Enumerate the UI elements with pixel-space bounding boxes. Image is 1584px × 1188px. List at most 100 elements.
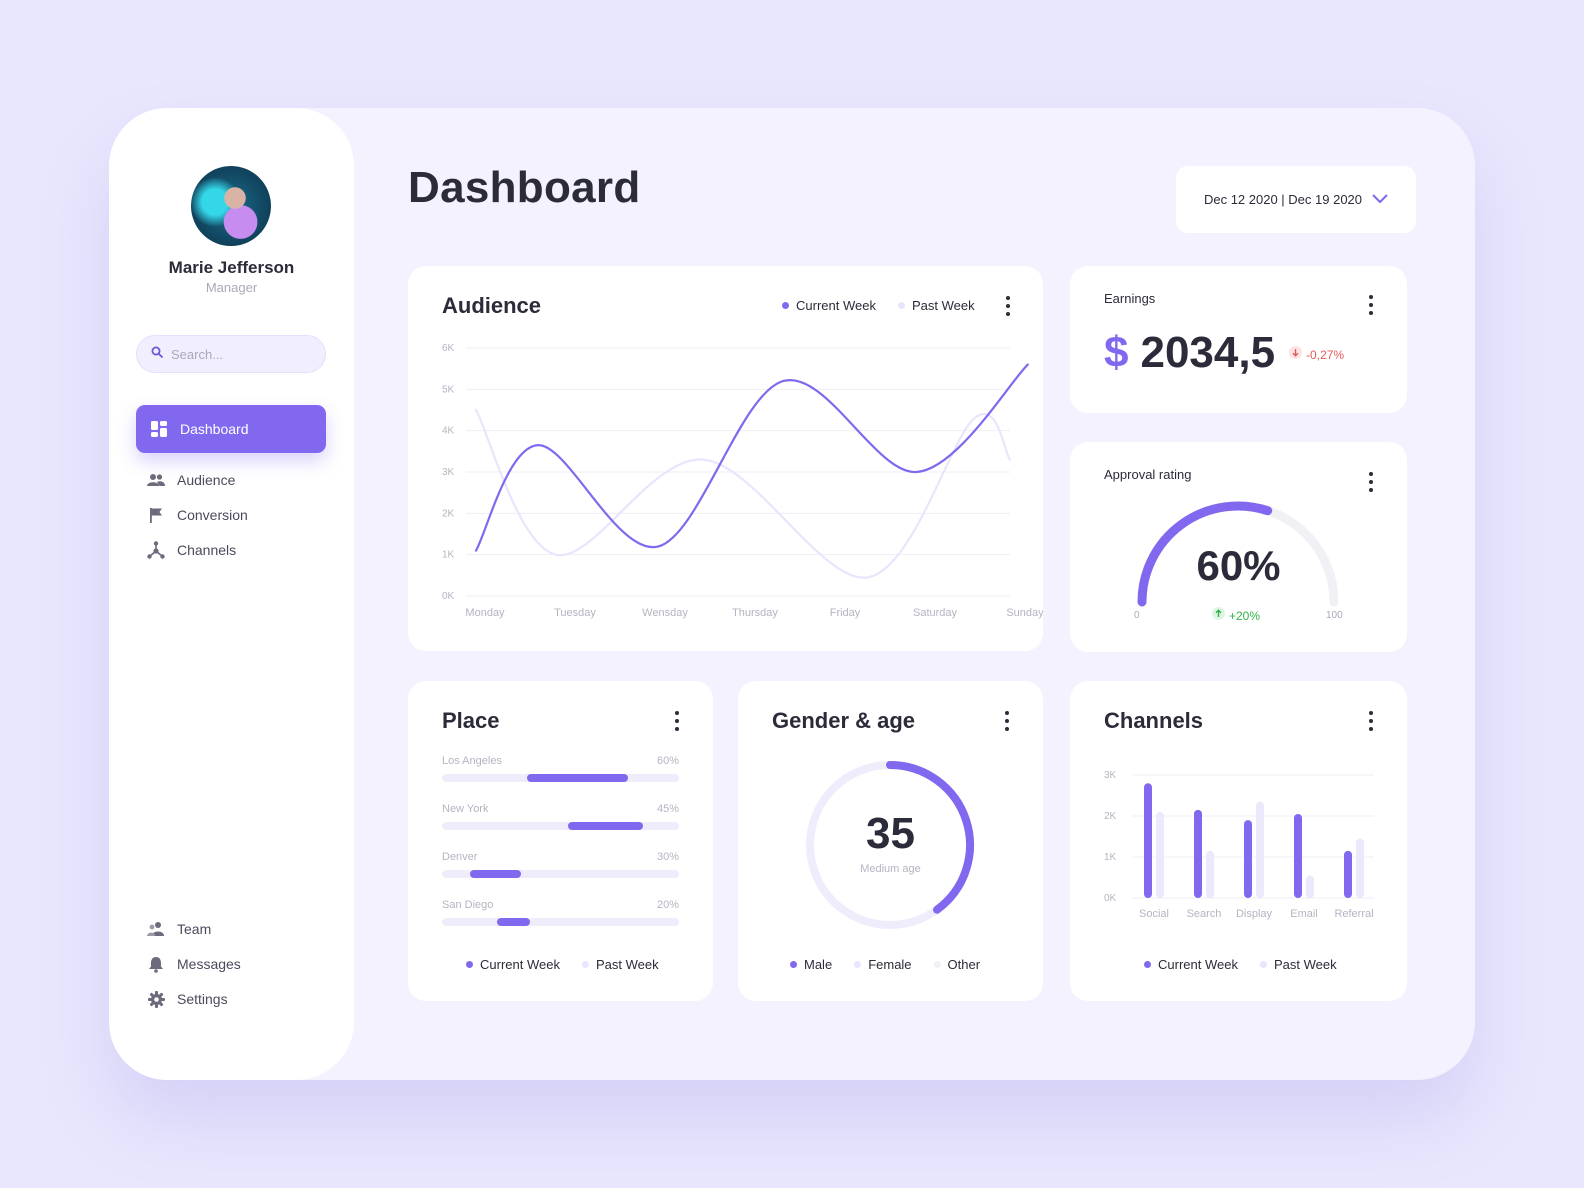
network-icon: [147, 541, 165, 559]
place-bar: [527, 774, 628, 782]
sidebar: Marie Jefferson Manager Dashboard Audien…: [109, 108, 354, 1080]
channel-bar-search: [1206, 850, 1214, 898]
place-percent: 20%: [656, 899, 679, 911]
series-line-past-week: [474, 408, 1012, 579]
x-tick-label: Social: [1139, 908, 1169, 920]
y-tick-label: 1K: [442, 550, 455, 561]
currency-symbol: $: [1104, 328, 1129, 377]
y-tick-label: 0K: [1104, 893, 1117, 904]
legend-label: Female: [868, 957, 912, 972]
legend-other: Other: [933, 957, 981, 972]
arrow-down-icon: [1289, 346, 1303, 364]
x-tick-label: Thursday: [732, 607, 778, 619]
sidebar-item-conversion[interactable]: Conversion: [147, 503, 248, 527]
place-track: [442, 822, 679, 830]
y-tick-label: 2K: [1104, 811, 1117, 822]
date-range-picker[interactable]: Dec 12 2020 | Dec 19 2020: [1176, 166, 1416, 233]
earnings-change: -0,27%: [1306, 348, 1345, 362]
audience-legend: Current Week Past Week: [782, 298, 975, 313]
legend-current-week: Current Week: [466, 957, 560, 972]
series-line-current-week: [474, 363, 1029, 552]
team-icon: [147, 920, 165, 938]
gauge-min-label: 0: [1134, 610, 1140, 621]
sidebar-item-label: Channels: [177, 542, 237, 558]
channels-card: Channels 0K 1K 2K 3K Social Search Display Emai…: [1070, 681, 1407, 1001]
legend-dot: [782, 302, 789, 309]
sidebar-item-label: Settings: [177, 991, 228, 1007]
channels-legend: Current Week Past Week: [1144, 957, 1337, 972]
legend-dot: [897, 302, 905, 309]
channel-bar-search: [1194, 809, 1202, 898]
place-more-menu-icon[interactable]: [674, 711, 680, 731]
x-tick-label: Email: [1290, 908, 1318, 920]
age-caption: Medium age: [860, 863, 921, 875]
approval-change: +20%: [1229, 609, 1261, 623]
x-tick-label: Search: [1187, 908, 1222, 920]
sidebar-item-audience[interactable]: Audience: [147, 468, 235, 492]
earnings-value-row: $ 2034,5 -0,27%: [1104, 328, 1344, 378]
gauge-max-label: 100: [1326, 610, 1343, 621]
sidebar-item-messages[interactable]: Messages: [147, 952, 241, 976]
x-tick-label: Sunday: [1006, 607, 1043, 619]
earnings-more-menu-icon[interactable]: [1368, 295, 1374, 315]
place-label: San Diego: [442, 899, 494, 911]
legend-label: Other: [947, 957, 981, 972]
y-tick-label: 1K: [1104, 852, 1117, 863]
legend-current-week: Current Week: [1144, 957, 1238, 972]
legend-label: Past Week: [911, 298, 975, 313]
place-bar: [567, 822, 644, 830]
x-tick-label: Friday: [830, 607, 861, 619]
place-label: Denver: [442, 851, 478, 863]
date-range-text: Dec 12 2020 | Dec 19 2020: [1203, 192, 1363, 207]
x-tick-label: Saturday: [913, 607, 958, 619]
y-tick-label: 0K: [442, 591, 455, 602]
approval-more-menu-icon[interactable]: [1368, 472, 1374, 492]
approval-value: 60%: [1196, 542, 1281, 589]
x-tick-label: Display: [1236, 908, 1273, 920]
gender-legend: Male Female Other: [790, 957, 980, 972]
search-input[interactable]: [171, 346, 311, 362]
gender-age-card: Gender & age 35 Medium age Male Female O…: [738, 681, 1043, 1001]
legend-label: Past Week: [595, 957, 659, 972]
y-tick-label: 6K: [442, 343, 455, 354]
gender-age-title: Gender & age: [772, 708, 916, 733]
place-label: New York: [442, 803, 489, 815]
legend-label: Past Week: [1273, 957, 1337, 972]
channel-bar-referral: [1344, 850, 1352, 898]
approval-title: Approval rating: [1104, 467, 1192, 482]
flag-icon: [147, 506, 165, 524]
gender-age-more-menu-icon[interactable]: [1004, 711, 1010, 731]
sidebar-item-dashboard[interactable]: Dashboard: [136, 405, 326, 453]
avatar[interactable]: [191, 166, 271, 246]
earnings-change-badge: -0,27%: [1289, 346, 1344, 364]
x-tick-label: Monday: [465, 607, 505, 619]
place-track: [442, 774, 679, 782]
x-tick-label: Referral: [1334, 908, 1373, 920]
sidebar-item-settings[interactable]: Settings: [147, 987, 228, 1011]
arrow-up-icon: [1212, 607, 1225, 625]
gear-icon: [147, 990, 165, 1008]
place-label: Los Angeles: [442, 755, 502, 767]
user-role: Manager: [205, 280, 258, 295]
legend-label: Current Week: [1158, 957, 1238, 972]
place-legend: Current Week Past Week: [466, 957, 659, 972]
audience-title: Audience: [442, 293, 542, 318]
search-box[interactable]: [136, 335, 326, 373]
approval-change-badge: +20%: [1212, 607, 1260, 625]
channels-more-menu-icon[interactable]: [1368, 711, 1374, 731]
grid-icon: [150, 420, 168, 438]
channel-bar-display: [1244, 820, 1252, 898]
y-tick-label: 5K: [442, 384, 455, 395]
age-ring-chart: [806, 761, 974, 929]
y-tick-label: 3K: [1104, 770, 1117, 781]
legend-dot: [790, 961, 797, 968]
channel-bar-social: [1156, 811, 1164, 898]
legend-label: Current Week: [480, 957, 560, 972]
sidebar-item-channels[interactable]: Channels: [147, 538, 236, 562]
audience-more-menu-icon[interactable]: [1005, 296, 1011, 316]
gauge-fill: [1137, 501, 1273, 607]
legend-past-week: Past Week: [581, 957, 659, 972]
sidebar-item-team[interactable]: Team: [147, 917, 211, 941]
legend-current-week: Current Week: [782, 298, 876, 313]
place-bar: [496, 918, 531, 926]
